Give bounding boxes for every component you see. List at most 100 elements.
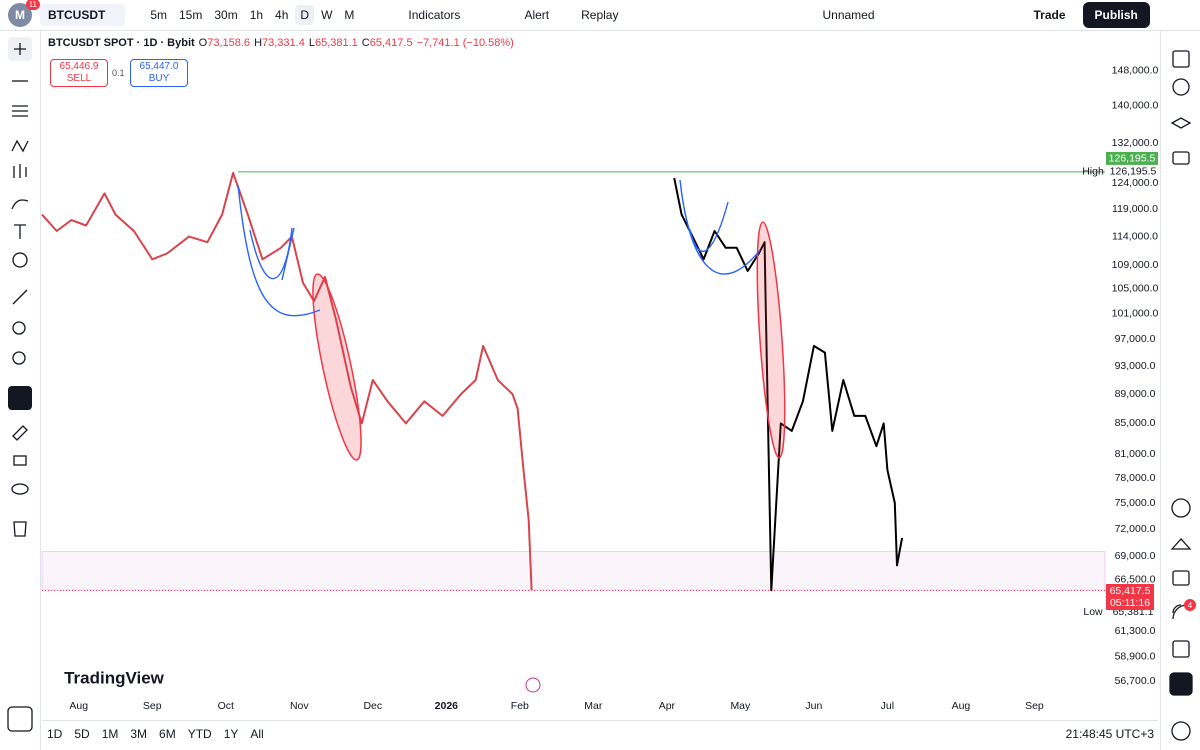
visibility-tool[interactable]: [11, 483, 29, 495]
interval-button[interactable]: 15m: [179, 8, 203, 22]
alerts[interactable]: [1172, 78, 1190, 96]
countdown: 05:11:16: [1110, 597, 1150, 609]
ohlc-key: C: [361, 37, 370, 49]
pine-editor[interactable]: [1172, 640, 1190, 658]
range-button[interactable]: All: [250, 727, 264, 741]
range-button[interactable]: 1M: [101, 727, 119, 741]
calendar[interactable]: [1172, 570, 1190, 586]
y-tick-label: 75,000.0: [1115, 497, 1156, 509]
range-button[interactable]: 3M: [130, 727, 148, 741]
sell-label: SELL: [66, 73, 92, 84]
trash-tool[interactable]: [13, 521, 27, 537]
interval-button[interactable]: M: [344, 8, 355, 22]
y-tick-label: 85,000.0: [1115, 417, 1156, 429]
buy-label: BUY: [148, 73, 170, 84]
event-marker[interactable]: [525, 677, 541, 693]
range-button[interactable]: 6M: [159, 727, 176, 741]
price-zone: [41, 550, 1106, 591]
last-price: 65,417.5: [1110, 585, 1151, 597]
pattern-tool[interactable]: [11, 139, 29, 153]
x-tick-label: 2026: [435, 700, 459, 712]
y-tick-label: 56,700.0: [1115, 675, 1156, 687]
interval-button[interactable]: W: [321, 8, 333, 22]
high-value: 126,195.5: [1110, 166, 1157, 178]
zoom-in[interactable]: [12, 321, 26, 335]
right-sidebar: 4: [1160, 31, 1200, 750]
spread: 0.1: [112, 66, 125, 80]
tool-icons: [7, 37, 33, 732]
pattern-curve: [237, 184, 321, 317]
apps[interactable]: [1169, 672, 1193, 696]
interval-button[interactable]: 30m: [214, 8, 238, 22]
range-button[interactable]: 1Y: [223, 727, 239, 741]
y-tick-label: 105,000.0: [1112, 283, 1159, 295]
x-tick-label: May: [730, 700, 751, 712]
ohlc-value: 65,417.5: [369, 37, 413, 49]
text-tool[interactable]: [14, 224, 26, 239]
trading-panel[interactable]: [1171, 498, 1191, 518]
ideas[interactable]: [1170, 538, 1192, 550]
cross-tool[interactable]: [14, 43, 26, 55]
emoji-tool[interactable]: [12, 252, 28, 268]
buy-button[interactable]: 65,447.0 BUY: [130, 59, 188, 87]
news-badge: 4: [1188, 601, 1193, 610]
ohlc-value: 73,331.4: [262, 37, 305, 49]
chart-legend: BTCUSDT SPOT · 1D · Bybit O73,158.6 H73,3…: [48, 37, 514, 49]
object-tree[interactable]: [1170, 117, 1192, 129]
avatar[interactable]: M 11: [8, 0, 40, 27]
highlight-ellipse: [312, 273, 362, 461]
interval-button[interactable]: 4h: [275, 8, 289, 22]
sell-price: 65,446.9: [59, 61, 99, 72]
low-label: Low: [1083, 606, 1103, 618]
interval-button[interactable]: 5m: [150, 8, 167, 22]
chats[interactable]: [1172, 151, 1190, 165]
range-button[interactable]: 5D: [74, 727, 90, 741]
legend-change: −7,741.1 (−10.58%): [416, 37, 514, 49]
buy-price: 65,447.0: [139, 61, 179, 72]
indicators-button[interactable]: Indicators: [408, 8, 461, 22]
y-tick-label: 132,000.0: [1112, 137, 1159, 149]
replay-button[interactable]: Replay: [581, 8, 619, 22]
brush-tool[interactable]: [11, 199, 29, 210]
ohlc-item: L65,381.1: [309, 37, 358, 49]
trade-button[interactable]: Trade: [1033, 8, 1066, 22]
help[interactable]: [1171, 721, 1191, 741]
ohlc-key: O: [198, 37, 208, 49]
avatar-badge: 11: [25, 0, 40, 10]
high-label: High: [1082, 166, 1104, 178]
fib-tool[interactable]: [12, 105, 28, 117]
ohlc: O73,158.6 H73,331.4 L65,381.1 C65,417.5: [199, 37, 413, 49]
watermark: TradingView: [64, 668, 165, 687]
sell-button[interactable]: 65,446.9 SELL: [50, 59, 108, 87]
interval-button[interactable]: D: [295, 5, 315, 25]
favorites[interactable]: [7, 706, 33, 732]
layout-name[interactable]: Unnamed: [822, 8, 875, 22]
interval-button[interactable]: 1h: [249, 8, 264, 22]
watchlist[interactable]: [1172, 50, 1190, 68]
publish-button[interactable]: Publish: [1082, 2, 1150, 28]
ohlc-value: 73,158.6: [207, 37, 251, 49]
zoom-out[interactable]: [12, 351, 26, 365]
y-tick-label: 58,900.0: [1115, 651, 1156, 663]
clock[interactable]: 21:48:45 UTC+3: [1065, 727, 1154, 741]
range-button[interactable]: YTD: [187, 727, 212, 741]
ohlc-item: O73,158.6: [199, 37, 250, 49]
alert-button[interactable]: Alert: [524, 8, 550, 22]
lock-drawings[interactable]: [12, 425, 28, 441]
ohlc-value: 65,381.1: [314, 37, 358, 49]
range-button[interactable]: 1D: [47, 727, 63, 741]
ruler-tool[interactable]: [12, 289, 28, 305]
symbol-search[interactable]: BTCUSDT: [40, 4, 126, 26]
lock-tool[interactable]: [13, 455, 27, 466]
forecast-tool[interactable]: [13, 164, 27, 178]
intervals: 5m 15m 30m 1h 4h D W M: [145, 5, 359, 25]
pattern-curve: [679, 179, 761, 275]
magnet-tool[interactable]: [8, 386, 32, 410]
y-tick-label: 61,300.0: [1115, 625, 1156, 637]
y-tick-label: 81,000.0: [1115, 448, 1156, 460]
x-tick-label: Nov: [290, 700, 309, 712]
low-value: 65,381.1: [1113, 606, 1154, 618]
x-tick-label: Jun: [805, 700, 822, 712]
